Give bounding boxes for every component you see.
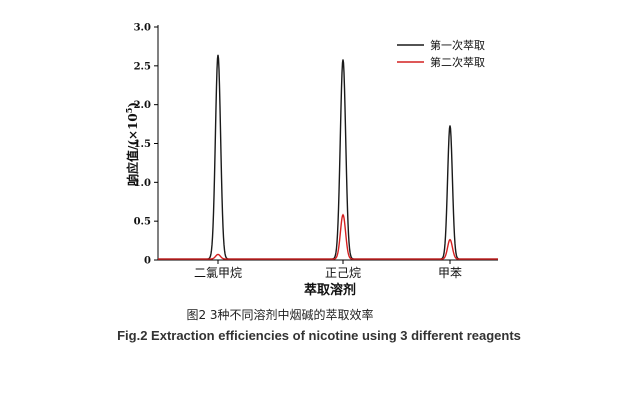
y-tick-label: 2.5 — [134, 61, 151, 72]
y-tick-label: 2.0 — [134, 100, 151, 111]
figure-caption-cn: 图2 3种不同溶剂中烟碱的萃取效率 — [186, 308, 374, 322]
legend-label-1: 第一次萃取 — [430, 38, 485, 52]
y-tick-label: 3.0 — [134, 23, 151, 34]
x-tick-label: 二氯甲烷 — [194, 266, 242, 280]
y-tick-label: 0.5 — [134, 217, 151, 228]
series-line-1 — [158, 54, 498, 260]
x-axis-title: 萃取溶剂 — [304, 282, 356, 298]
y-tick-label: 1.5 — [134, 139, 151, 150]
axis-labels: 响应值/(×105) 萃取溶剂 — [124, 102, 356, 298]
y-tick-label: 1.0 — [134, 178, 151, 189]
series-line-2 — [158, 213, 498, 260]
y-tick-label: 0 — [144, 256, 151, 267]
legend-label-2: 第二次萃取 — [430, 55, 485, 69]
y-axis-title: 响应值/(×105) — [124, 102, 140, 186]
x-tick-label: 甲苯 — [438, 266, 462, 280]
series-layer — [158, 54, 498, 260]
axes: 0 0.5 1.0 1.5 2.0 2.5 3.0 二氯甲烷 正己烷 甲苯 — [134, 23, 498, 280]
x-tick-label: 正己烷 — [325, 266, 361, 280]
figure-caption-en: Fig.2 Extraction efficiencies of nicotin… — [117, 328, 521, 343]
